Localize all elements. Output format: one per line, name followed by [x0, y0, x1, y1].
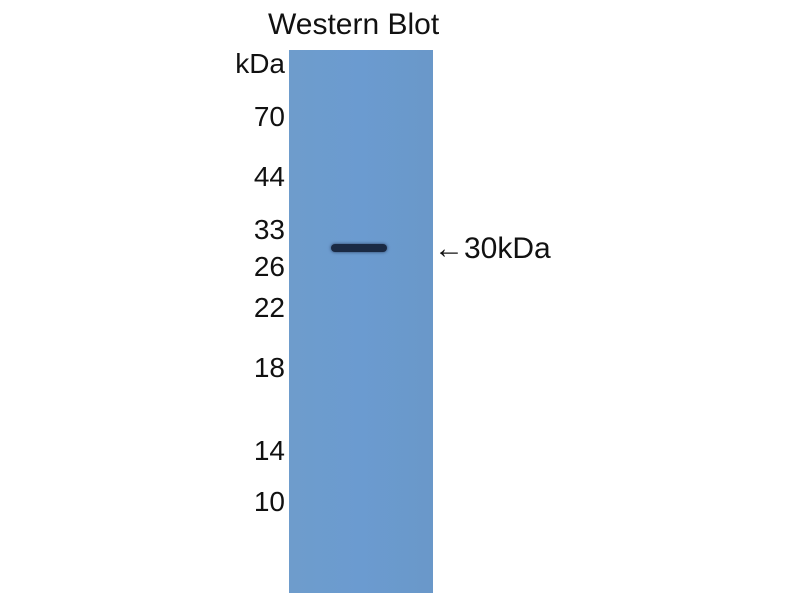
- marker-33: 33: [253, 214, 285, 245]
- marker-18: 18: [253, 352, 285, 383]
- marker-44: 44: [253, 161, 285, 192]
- protein-band: [331, 244, 387, 252]
- unit-label: kDa: [235, 48, 285, 79]
- band-annotation: ←30kDa: [434, 232, 551, 265]
- marker-14: 14: [253, 435, 285, 466]
- figure-title: Western Blot: [268, 8, 440, 41]
- marker-22: 22: [253, 292, 285, 323]
- marker-10: 10: [253, 486, 285, 517]
- marker-70: 70: [253, 101, 285, 132]
- marker-26: 26: [253, 251, 285, 282]
- blot-lane: [289, 50, 433, 593]
